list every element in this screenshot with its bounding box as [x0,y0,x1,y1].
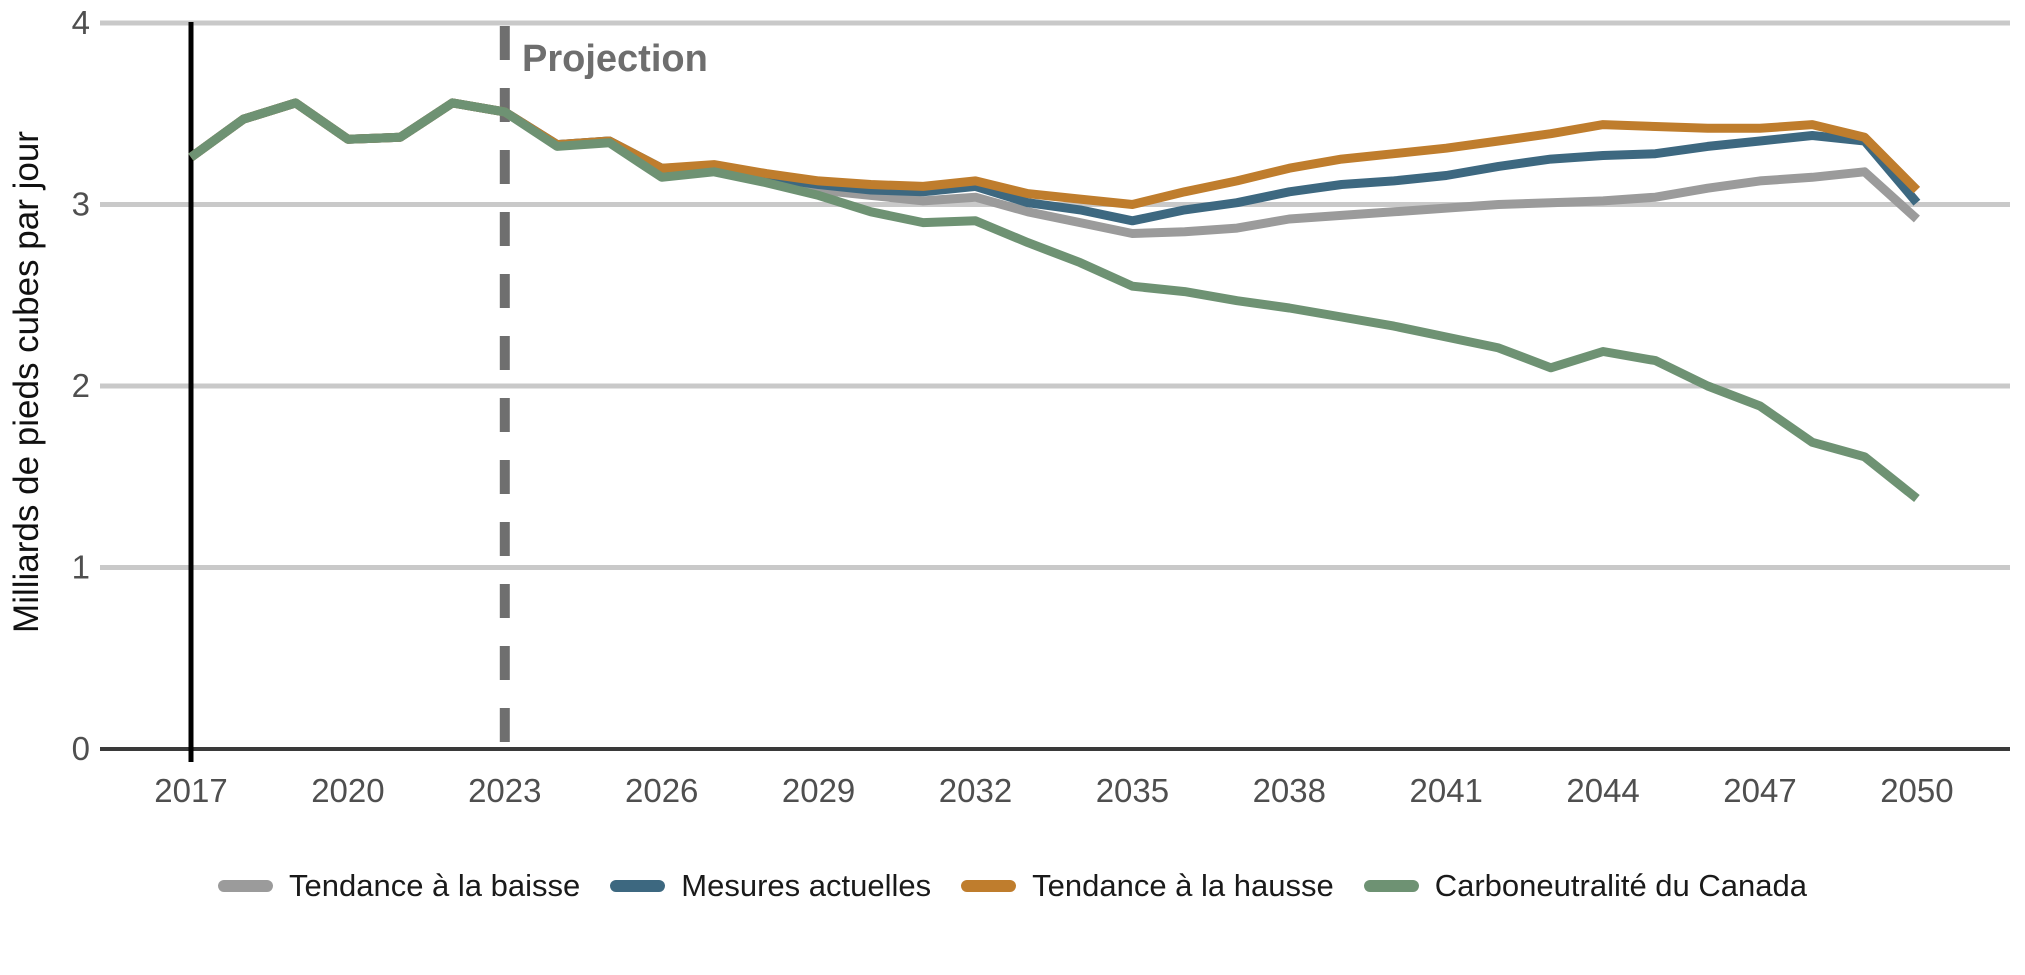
y-tick-label: 4 [72,4,90,41]
x-tick-label: 2038 [1253,772,1326,809]
legend-swatch-icon [218,880,273,892]
legend-swatch-icon [1363,880,1419,892]
legend-swatch-icon [961,880,1017,892]
legend: Tendance à la baisse Mesures actuelles Ten… [0,868,2025,904]
projection-label: Projection [522,38,708,80]
legend-label: Tendance à la hausse [1032,868,1334,903]
x-tick-label: 2020 [311,772,384,809]
x-tick-label: 2044 [1566,772,1639,809]
legend-item-1: Mesures actuelles [610,868,931,904]
x-tick-label: 2047 [1723,772,1796,809]
y-tick-label: 1 [72,549,90,586]
x-tick-label: 2026 [625,772,698,809]
y-tick-label: 2 [72,367,90,404]
y-axis-title: Milliards de pieds cubes par jour [7,131,46,633]
legend-label: Mesures actuelles [681,868,932,903]
legend-item-2: Tendance à la hausse [961,868,1334,904]
legend-item-3: Carboneutralité du Canada [1363,868,1807,904]
y-tick-label: 3 [72,186,90,223]
x-tick-label: 2017 [154,772,227,809]
series-line-3 [188,98,1920,503]
legend-label: Carboneutralité du Canada [1434,868,1807,903]
legend-swatch-icon [610,880,666,892]
x-tick-label: 2023 [468,772,541,809]
legend-item-0: Tendance à la baisse [218,868,580,904]
y-tick-label: 0 [72,730,90,767]
marker-lines [188,22,510,762]
x-tick-label: 2029 [782,772,855,809]
gridlines [100,20,2010,570]
tick-labels: 0 1 2 3 4 2017 2020 2023 2026 2029 2032 2035 2038 204… [72,4,1954,809]
x-tick-label: 2041 [1409,772,1482,809]
x-tick-label: 2050 [1880,772,1953,809]
series-lines [188,98,1921,503]
x-tick-label: 2032 [939,772,1012,809]
x-tick-label: 2035 [1096,772,1169,809]
legend-label: Tendance à la baisse [289,868,581,903]
